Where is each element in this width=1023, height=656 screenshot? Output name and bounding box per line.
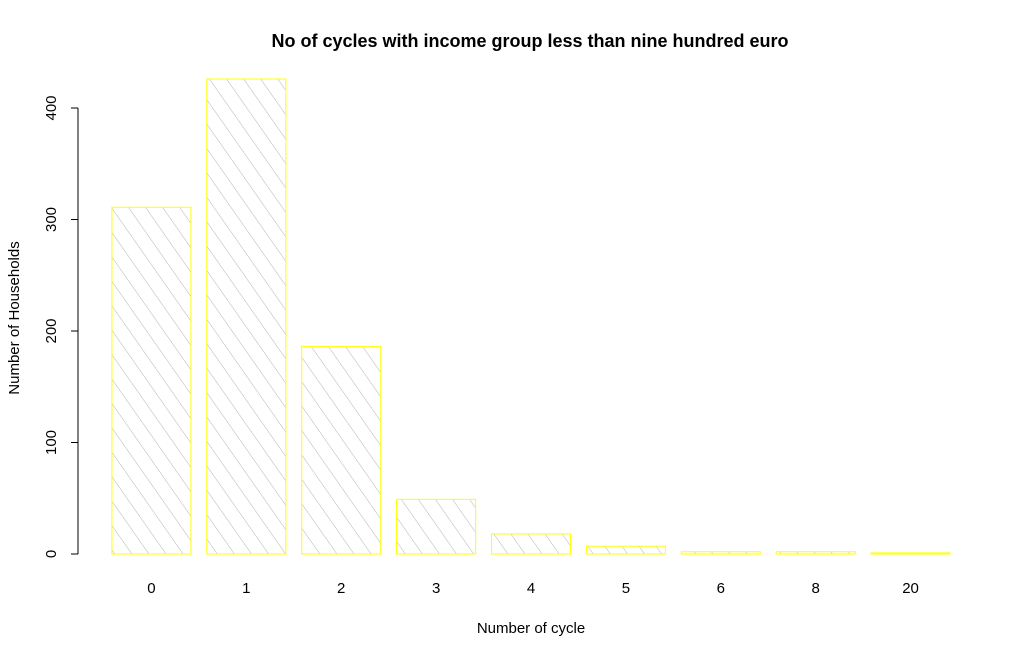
y-tick-label: 300 <box>43 207 60 232</box>
x-tick-label: 2 <box>337 580 345 597</box>
bar-3 <box>396 498 477 555</box>
x-tick-label: 1 <box>242 580 250 597</box>
x-tick-label: 20 <box>902 580 919 597</box>
chart-title: No of cycles with income group less than… <box>271 31 788 51</box>
y-axis-label: Number of Households <box>6 241 23 394</box>
x-tick-label: 3 <box>432 580 440 597</box>
bar-6 <box>680 551 761 555</box>
bar-20 <box>870 552 951 555</box>
y-axis: 0 100 200 300 400 <box>43 95 79 558</box>
x-tick-label: 8 <box>811 580 819 597</box>
x-tick-label: 5 <box>622 580 630 597</box>
x-tick-label: 4 <box>527 580 535 597</box>
bar-4 <box>490 533 572 555</box>
bar-1 <box>206 78 287 555</box>
x-tick-labels: 0 1 2 3 4 5 6 8 20 <box>147 580 919 597</box>
y-tick-label: 200 <box>43 318 60 343</box>
bar-5 <box>585 545 666 555</box>
bars <box>111 78 951 555</box>
x-tick-label: 0 <box>147 580 155 597</box>
bar-0 <box>111 206 192 555</box>
y-tick-label: 100 <box>43 430 60 455</box>
x-tick-label: 6 <box>717 580 725 597</box>
x-axis-label: Number of cycle <box>477 620 585 637</box>
y-tick-label: 0 <box>43 550 60 558</box>
bar-8 <box>775 551 856 555</box>
bar-2 <box>301 346 382 555</box>
y-tick-label: 400 <box>43 95 60 120</box>
